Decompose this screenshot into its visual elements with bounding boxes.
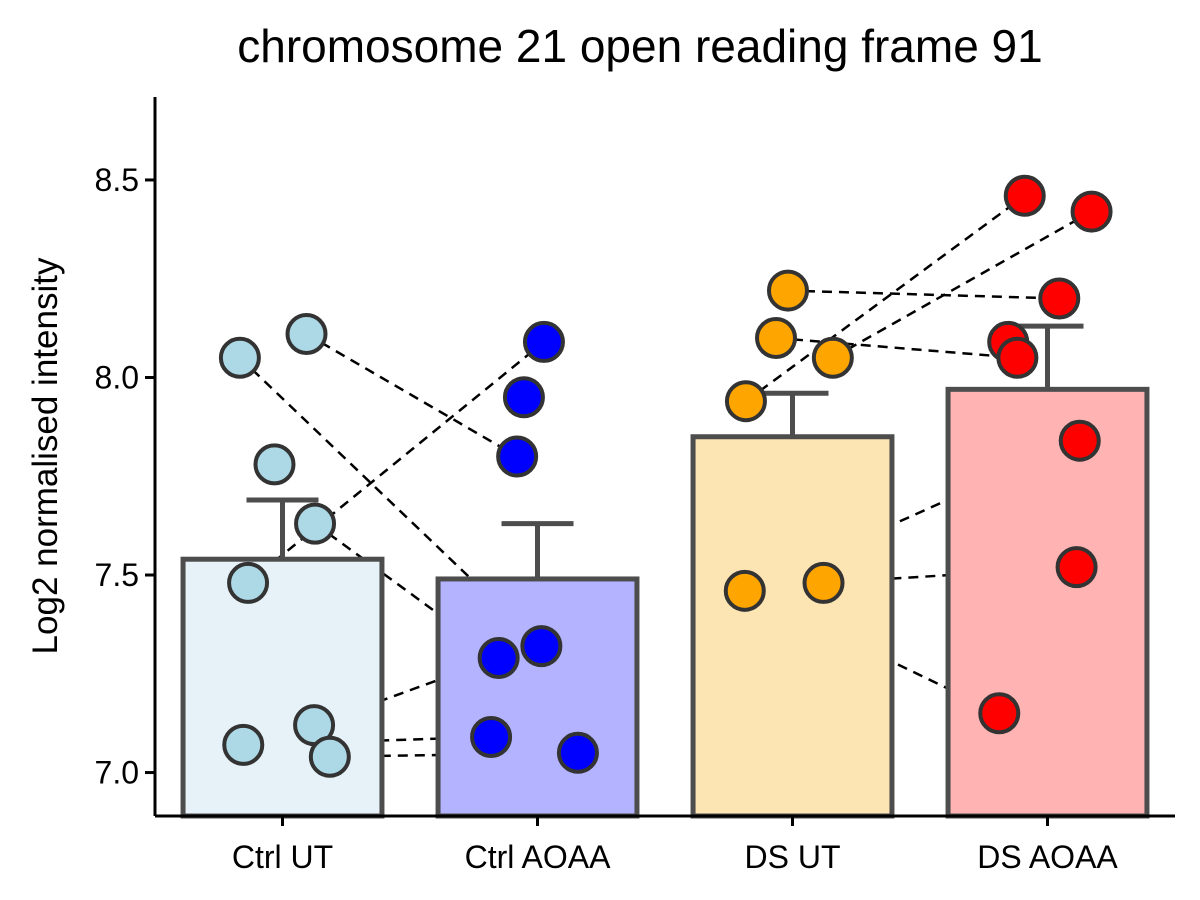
data-point (723, 569, 766, 612)
data-point (556, 731, 599, 774)
axes: 7.0 7.5 8.0 8.5 Ctrl UT Ctrl AOAA DS UT DS AOAA (95, 97, 1175, 875)
data-point (1038, 277, 1081, 320)
pair-line (745, 194, 1026, 403)
data-point (1058, 419, 1101, 462)
data-point (978, 692, 1021, 735)
x-tick-label: DS UT (745, 839, 841, 875)
data-point (294, 502, 337, 545)
y-tick-label: 8.5 (95, 162, 139, 198)
error-bars (246, 323, 1084, 579)
bar-ctrl-ut (180, 556, 385, 819)
data-point (308, 735, 351, 778)
data-point (811, 336, 854, 379)
data-point (522, 320, 565, 363)
data-point (222, 723, 265, 766)
pair-line (787, 289, 1060, 300)
data-point (1003, 174, 1046, 217)
data-point (218, 336, 261, 379)
bar-ds-ut (690, 434, 895, 819)
data-point (1070, 190, 1113, 233)
y-tick-label: 7.5 (95, 557, 139, 593)
data-point (724, 380, 767, 423)
data-point (253, 443, 296, 486)
data-point (496, 435, 539, 478)
data-point (502, 376, 545, 419)
y-axis-label: Log2 normalised intensity (26, 257, 65, 654)
data-point (766, 269, 809, 312)
data-points (218, 174, 1113, 778)
pair-line (305, 332, 518, 458)
data-point (227, 561, 270, 604)
data-point (470, 715, 513, 758)
data-point (285, 313, 328, 356)
data-point (1055, 546, 1098, 589)
pair-line (247, 340, 545, 584)
bars (180, 386, 1150, 819)
bar-ds-aoaa (945, 386, 1150, 819)
pair-line (775, 336, 1018, 359)
data-point (802, 561, 845, 604)
data-point (996, 336, 1039, 379)
chart-title: chromosome 21 open reading frame 91 (237, 20, 1042, 72)
x-tick-label: Ctrl UT (232, 839, 333, 875)
data-point (477, 636, 520, 679)
y-tick-label: 8.0 (95, 359, 139, 395)
bar-ctrl-aoaa (435, 576, 640, 819)
data-point (755, 316, 798, 359)
y-tick-label: 7.0 (95, 755, 139, 791)
data-point (520, 625, 563, 668)
x-tick-label: Ctrl AOAA (465, 839, 611, 875)
x-tick-label: DS AOAA (977, 839, 1118, 875)
pair-line (832, 210, 1093, 359)
